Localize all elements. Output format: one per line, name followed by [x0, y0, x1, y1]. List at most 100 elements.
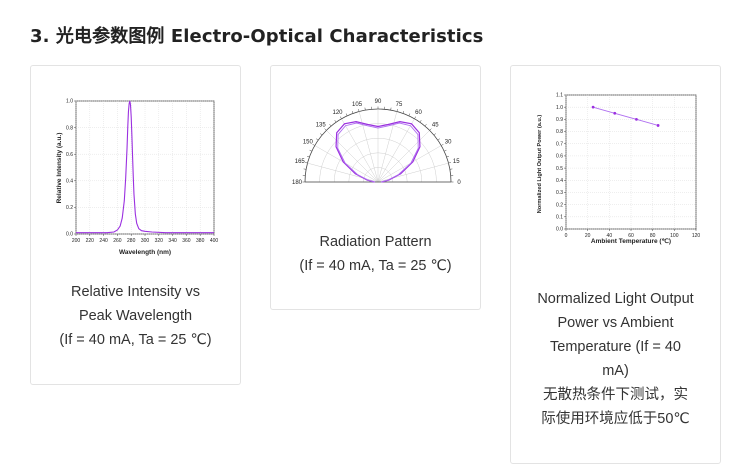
x-tick-label: 300 [141, 238, 150, 244]
spectrum-series-line [76, 100, 214, 234]
y-tick-label: 0.4 [556, 178, 563, 184]
y-axis-label: Normalized Light Output Power (a.u.) [537, 115, 543, 214]
angle-label: 120 [332, 110, 343, 116]
polar-spoke [326, 130, 379, 183]
polar-tick [448, 162, 451, 164]
polar-tick [414, 116, 416, 119]
x-tick-label: 220 [86, 238, 95, 244]
angle-label: 0 [457, 180, 461, 186]
y-tick-label: 0.1 [556, 215, 563, 221]
polar-tick [402, 110, 405, 114]
data-point [656, 124, 660, 127]
y-tick-label: 0.0 [66, 232, 73, 238]
x-tick-label: 280 [127, 238, 136, 244]
y-tick-label: 1.1 [556, 93, 563, 99]
polar-spoke [377, 162, 449, 183]
x-tick-label: 340 [168, 238, 177, 244]
x-tick-label: 260 [113, 238, 122, 244]
caption-line: mA) [602, 363, 629, 379]
caption-line: 际使用环境应低于50℃ [541, 411, 690, 427]
x-tick-label: 60 [628, 233, 634, 239]
x-tick-label: 40 [607, 233, 613, 239]
y-tick-label: 1.0 [66, 99, 73, 105]
polar-spoke [377, 111, 398, 183]
spectrum-chart: 200 220 240 260 280 300 320 340 360 380 400 0.0 0.2… [56, 99, 219, 256]
polar-tick [433, 133, 436, 136]
polar-tick [408, 113, 411, 116]
polar-tick [309, 149, 312, 152]
polar-tick [351, 110, 354, 114]
polar-tick [358, 109, 360, 112]
caption-line: Normalized Light Output [537, 291, 694, 307]
polar-tick [320, 133, 323, 136]
y-tick-label: 0.0 [556, 227, 563, 233]
data-point [613, 111, 617, 115]
caption-line: 无散热条件下测试，实 [543, 387, 688, 403]
polar-tick [396, 109, 398, 112]
polar-tick [306, 155, 310, 158]
y-tick-label: 0.2 [556, 202, 563, 208]
angle-label: 90 [375, 99, 382, 105]
polar-tick [444, 149, 447, 152]
angle-label: 75 [396, 102, 403, 108]
x-tick-label: 380 [196, 238, 205, 244]
x-tick-label: 0 [565, 233, 568, 239]
angle-label: 105 [352, 102, 363, 108]
angle-label: 165 [295, 159, 306, 165]
x-tick-label: 80 [650, 233, 656, 239]
polar-tick [345, 113, 348, 116]
section-title: 3. 光电参数图例 Electro-Optical Characteristic… [30, 26, 484, 47]
x-axis-label: Ambient Temperature (℃) [591, 237, 671, 245]
y-tick-label: 0.7 [556, 141, 563, 147]
caption-line: Relative Intensity vs [71, 284, 200, 300]
y-tick-label: 0.9 [556, 117, 563, 123]
polar-tick [305, 162, 308, 164]
polar-tick [419, 120, 422, 123]
polar-spoke [377, 118, 415, 183]
temperature-card: 0 20 40 60 80 100 120 0.0 0.1 0.2 0.3 0.4 0.5 0.6 0.7… [510, 65, 721, 464]
caption-line: Power vs Ambient [557, 315, 674, 331]
polar-tick [340, 116, 342, 119]
polar-tick [316, 138, 319, 141]
x-axis-label: Wavelength (nm) [119, 249, 171, 256]
angle-label: 180 [292, 180, 303, 186]
y-tick-label: 1.0 [556, 105, 563, 111]
polar-spoke [341, 118, 379, 183]
y-axis-label: Relative Intensity (a.u.) [56, 133, 63, 204]
angle-label: 45 [432, 123, 439, 129]
y-tick-label: 0.3 [556, 190, 563, 196]
data-point [591, 105, 595, 109]
angle-label: 30 [445, 140, 452, 146]
x-tick-label: 240 [99, 238, 108, 244]
x-tick-label: 120 [692, 233, 701, 239]
polar-tick [334, 120, 337, 123]
angle-label: 15 [453, 159, 460, 165]
caption-line: Peak Wavelength [78, 308, 193, 324]
x-tick-label: 400 [210, 238, 219, 244]
temperature-chart: 0 20 40 60 80 100 120 0.0 0.1 0.2 0.3 0.4 0.5 0.6 0.7… [537, 93, 701, 245]
polar-tick [429, 128, 432, 131]
caption-line: Radiation Pattern [319, 234, 432, 250]
polar-tick [446, 155, 450, 158]
polar-spoke [307, 162, 379, 183]
y-tick-label: 0.6 [66, 152, 73, 158]
data-point [635, 117, 638, 121]
radiation-chart: 0 15 30 45 60 75 90 105 120 135 150 165 180 [292, 99, 461, 186]
temperature-caption: Normalized Light Output Power vs Ambient… [521, 287, 710, 431]
radiation-series-line [337, 122, 419, 183]
x-tick-label: 100 [670, 233, 679, 239]
temperature-series-line [592, 106, 659, 126]
spectrum-card: 200 220 240 260 280 300 320 340 360 380 400 0.0 0.2… [30, 65, 241, 385]
radiation-series-line [335, 121, 421, 183]
angle-label: 60 [415, 110, 422, 116]
spectrum-caption: Relative Intensity vs Peak Wavelength (I… [41, 280, 230, 352]
angle-label: 150 [303, 140, 314, 146]
polar-spoke [358, 111, 379, 183]
x-tick-label: 20 [585, 233, 591, 239]
polar-tick [441, 144, 444, 146]
polar-tick [324, 128, 327, 131]
caption-line: (If = 40 mA, Ta = 25 ℃) [299, 258, 452, 274]
polar-tick [329, 124, 332, 127]
polar-tick [424, 124, 427, 127]
y-tick-label: 0.8 [556, 129, 563, 135]
